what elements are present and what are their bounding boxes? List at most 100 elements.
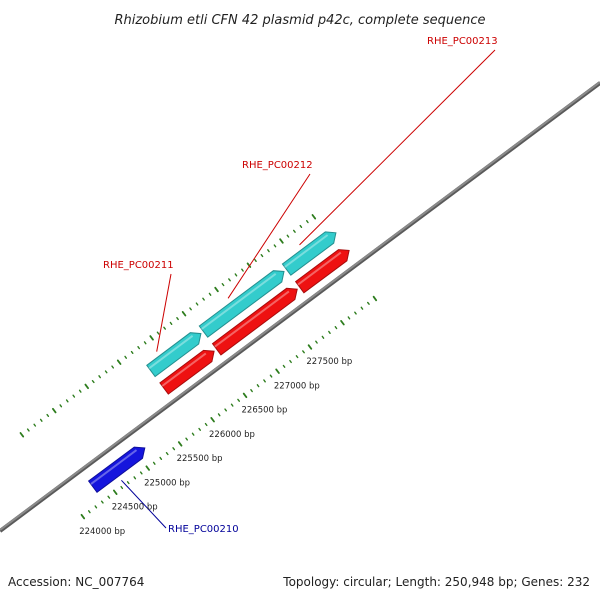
gene-label-leader [299,49,496,246]
minor-tick-outer [189,307,192,311]
minor-tick-inner [217,413,221,417]
major-tick-outer [52,407,57,414]
minor-tick-inner [282,364,286,368]
scale-labels: 224000 bp 224500 bp 225000 bp 225500 bp 2260… [79,357,352,537]
minor-tick-outer [273,244,277,248]
minor-tick-inner [315,340,318,344]
gene-arrow[interactable] [281,231,337,276]
map-title: Rhizobium etli CFN 42 plasmid p42c, comp… [114,13,485,28]
major-tick-outer [279,238,284,244]
minor-tick-inner [367,301,370,305]
minor-tick-outer [169,321,173,325]
minor-tick-outer [299,224,303,229]
minor-tick-outer [130,350,134,354]
scale-label: 225000 bp [144,478,190,488]
scale-ticks [19,214,378,520]
minor-tick-outer [221,283,225,287]
major-tick-outer [181,310,187,317]
minor-tick-inner [224,408,228,412]
accession-text: Accession: NC_007764 [8,575,144,589]
scale-label: 226000 bp [209,430,255,440]
minor-tick-outer [208,292,212,296]
scale-label: 225500 bp [177,454,223,464]
gene-arrow-highlight [201,272,277,330]
gene-arrow[interactable] [198,270,285,338]
major-tick-outer [84,383,89,390]
minor-tick-inner [139,471,143,475]
minor-tick-outer [293,229,296,233]
minor-tick-inner [256,384,260,388]
minor-tick-inner [159,456,163,460]
gene-arrow[interactable] [87,446,146,494]
minor-tick-outer [59,404,63,408]
minor-tick-outer [286,234,290,238]
gene-label[interactable]: RHE_PC00212 [242,160,313,171]
major-tick-inner [372,295,378,302]
gene-arrow[interactable] [146,332,202,378]
gene-arrow[interactable] [294,249,350,294]
minor-tick-outer [195,302,199,306]
minor-tick-outer [91,380,95,384]
major-tick-outer [19,432,25,438]
major-tick-inner [340,319,345,326]
minor-tick-inner [250,389,253,393]
minor-tick-outer [137,346,141,350]
scale-label: 224500 bp [112,503,158,513]
minor-tick-inner [295,355,299,359]
minor-tick-outer [228,278,231,282]
minor-tick-inner [100,500,104,504]
minor-tick-inner [263,379,266,383]
minor-tick-outer [254,258,257,262]
major-tick-outer [116,359,122,365]
minor-tick-inner [328,330,331,334]
minor-tick-inner [133,476,137,480]
minor-tick-inner [152,461,156,465]
minor-tick-inner [321,335,325,339]
minor-tick-inner [334,326,338,330]
minor-tick-outer [202,297,205,301]
major-tick-inner [210,416,215,423]
major-tick-inner [275,368,280,374]
minor-tick-outer [46,413,50,417]
minor-tick-outer [143,341,147,345]
scale-label: 227500 bp [306,357,352,367]
topology-summary: Topology: circular; Length: 250,948 bp; … [282,575,590,589]
minor-tick-inner [354,311,357,315]
minor-tick-outer [98,375,102,379]
gene-label-leader [227,173,311,299]
minor-tick-outer [267,249,270,253]
minor-tick-outer [33,423,37,427]
major-tick-inner [113,489,118,496]
minor-tick-inner [185,437,189,441]
minor-tick-outer [163,326,167,330]
major-tick-outer [246,262,252,268]
gene-arrow-highlight [214,290,290,348]
gene-label[interactable]: RHE_PC00210 [168,524,239,535]
gene-arrow-highlight [297,251,342,286]
major-tick-outer [311,214,317,220]
scale-label: 227000 bp [274,381,320,391]
minor-tick-inner [237,398,241,402]
minor-tick-outer [65,399,69,403]
gene-arrow[interactable] [211,287,298,356]
gene-label[interactable]: RHE_PC00211 [103,260,174,271]
gene-arrow[interactable] [159,349,215,395]
gene-arrow-highlight [284,234,329,268]
minor-tick-inner [269,374,273,378]
minor-tick-inner [230,403,234,407]
minor-tick-inner [107,495,111,499]
gene-arrow-highlight [161,352,207,387]
major-tick-inner [80,513,86,520]
minor-tick-inner [165,452,169,456]
minor-tick-outer [306,219,309,224]
minor-tick-outer [39,418,43,422]
minor-tick-inner [126,481,130,485]
gene-labels: RHE_PC00210 RHE_PC00211 RHE_PC00212 RHE_PC0… [103,36,498,535]
minor-tick-inner [360,306,364,310]
major-tick-inner [145,465,151,471]
minor-tick-inner [204,422,208,427]
gene-label[interactable]: RHE_PC00213 [427,36,498,47]
minor-tick-outer [176,317,179,321]
major-tick-inner [242,392,248,399]
